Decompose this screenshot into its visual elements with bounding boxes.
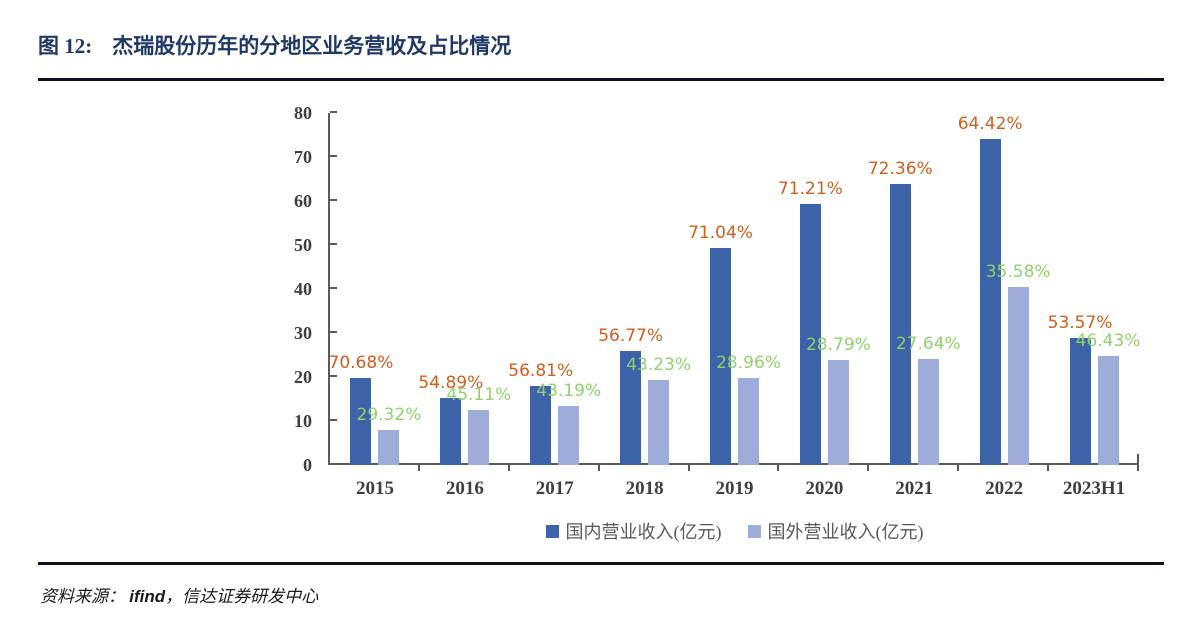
y-axis-tick-label: 70 — [294, 146, 312, 167]
x-axis-category-label: 2015 — [355, 478, 394, 499]
x-axis-tick — [1137, 465, 1139, 471]
bar-foreign-2019 — [738, 377, 759, 465]
bar-foreign-2018 — [648, 379, 670, 465]
x-axis-tick — [867, 465, 870, 471]
bar-foreign-2022 — [1007, 286, 1029, 465]
label-foreign-pct-2021: 27.64% — [895, 334, 961, 355]
y-axis-tick — [330, 463, 337, 465]
bar-foreign-2020 — [827, 359, 849, 465]
x-axis-category-label: 2017 — [535, 478, 574, 499]
x-axis-category-label: 2021 — [895, 478, 934, 499]
label-domestic-pct-2017: 56.81% — [508, 361, 574, 382]
x-axis-category-label: 2023H1 — [1062, 478, 1126, 499]
y-axis-tick-label: 60 — [294, 190, 312, 211]
x-axis-category-label: 2018 — [625, 478, 664, 499]
y-axis-tick-label: 0 — [303, 455, 312, 475]
top-divider — [38, 78, 1164, 81]
y-axis-tick-label: 50 — [294, 234, 312, 255]
bottom-divider — [38, 562, 1164, 565]
bar-domestic-2020 — [799, 204, 821, 465]
bar-domestic-2018 — [620, 351, 642, 465]
bar-domestic-2023H1 — [1069, 338, 1091, 465]
x-axis-tick — [1047, 465, 1050, 471]
legend-swatch-foreign — [747, 524, 761, 538]
y-axis-tick-label: 80 — [294, 102, 312, 123]
x-axis-tick — [687, 465, 690, 471]
label-domestic-pct-2020: 71.21% — [777, 179, 843, 200]
x-axis-end-cap — [1137, 454, 1139, 465]
chart-legend: 国内营业收入(亿元) 国外营业收入(亿元) — [330, 518, 1139, 544]
bar-domestic-2022 — [979, 139, 1001, 465]
label-foreign-pct-2018: 43.23% — [626, 354, 692, 375]
bar-foreign-2015 — [378, 429, 400, 465]
x-axis-category-label: 2019 — [715, 478, 754, 499]
label-domestic-pct-2021: 72.36% — [867, 159, 933, 180]
legend-swatch-domestic — [545, 524, 559, 538]
label-foreign-pct-2016: 45.11% — [446, 384, 512, 405]
figure-title-text: 杰瑞股份历年的分地区业务营收及占比情况 — [112, 34, 512, 58]
y-axis-tick-label: 10 — [294, 410, 312, 431]
bar-domestic-2019 — [710, 248, 731, 465]
legend-label-foreign: 国外营业收入(亿元) — [767, 522, 924, 542]
y-axis-tick — [330, 110, 337, 113]
bar-domestic-2015 — [350, 377, 372, 465]
label-foreign-pct-2022: 35.58% — [985, 261, 1051, 282]
label-foreign-pct-2020: 28.79% — [805, 334, 871, 355]
y-axis-tick-label: 20 — [294, 366, 312, 387]
legend-item-domestic: 国内营业收入(亿元) — [545, 518, 722, 544]
source-brand: ifind — [129, 587, 166, 606]
y-axis-tick — [330, 198, 337, 201]
x-axis-category-label: 2016 — [445, 478, 484, 499]
figure-number-label: 图 12: — [38, 34, 93, 58]
x-axis — [328, 463, 1139, 465]
y-axis-tick-label: 30 — [294, 322, 312, 343]
bar-domestic-2021 — [889, 184, 911, 465]
label-domestic-pct-2016: 54.89% — [418, 372, 484, 393]
y-axis-tick-label: 40 — [294, 278, 312, 299]
label-foreign-pct-2023H1: 46.43% — [1075, 330, 1141, 351]
x-axis-tick — [957, 465, 960, 471]
y-axis-tick — [330, 286, 337, 289]
x-axis-tick — [417, 465, 420, 471]
label-foreign-pct-2015: 29.32% — [356, 404, 422, 425]
y-axis-tick — [330, 330, 337, 333]
x-axis-tick — [597, 465, 600, 471]
label-domestic-pct-2019: 71.04% — [688, 223, 753, 244]
bar-domestic-2017 — [530, 386, 552, 465]
label-domestic-pct-2023H1: 53.57% — [1047, 313, 1113, 334]
bar-foreign-2017 — [558, 405, 580, 465]
figure-title: 图 12: 杰瑞股份历年的分地区业务营收及占比情况 — [38, 30, 511, 60]
label-foreign-pct-2019: 28.96% — [716, 352, 781, 373]
source-line: 资料来源： ifind，信达证券研发中心 — [40, 582, 318, 607]
y-axis — [328, 112, 330, 465]
bar-foreign-2023H1 — [1097, 355, 1119, 465]
bar-foreign-2021 — [917, 359, 939, 465]
label-domestic-pct-2015: 70.68% — [328, 352, 394, 373]
y-axis-tick — [330, 418, 337, 421]
legend-item-foreign: 国外营业收入(亿元) — [747, 518, 924, 544]
x-axis-tick — [507, 465, 510, 471]
legend-label-domestic: 国内营业收入(亿元) — [565, 522, 722, 542]
x-axis-category-label: 2020 — [805, 478, 844, 499]
label-foreign-pct-2017: 43.19% — [536, 380, 602, 401]
source-tail: ，信达证券研发中心 — [165, 587, 319, 606]
x-axis-tick — [777, 465, 780, 471]
y-axis-tick — [330, 242, 337, 245]
source-prefix: 资料来源： — [40, 587, 130, 606]
x-axis-category-label: 2022 — [985, 478, 1024, 499]
y-axis-tick — [330, 154, 337, 157]
label-domestic-pct-2022: 64.42% — [957, 114, 1023, 135]
bar-foreign-2016 — [468, 409, 490, 465]
label-domestic-pct-2018: 56.77% — [598, 326, 664, 347]
y-axis-tick — [330, 374, 337, 377]
bar-domestic-2016 — [440, 397, 462, 465]
